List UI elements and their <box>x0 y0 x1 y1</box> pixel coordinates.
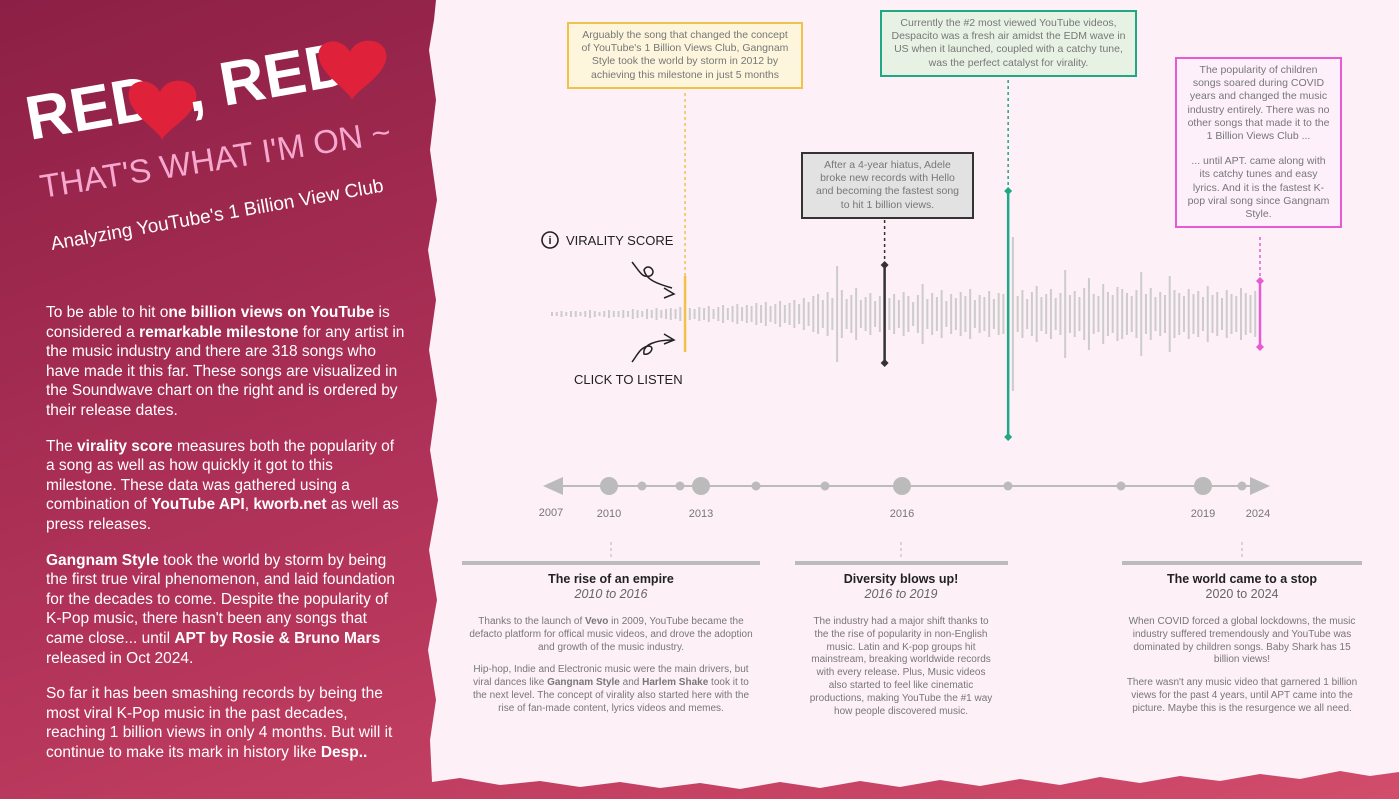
year-label: 2010 <box>597 508 621 520</box>
year-label: 2019 <box>1191 508 1215 520</box>
bar-end <box>1256 277 1264 285</box>
bold-text: APT by Rosie & Bruno Mars <box>174 629 381 647</box>
bold-text: Desp.. <box>320 743 368 761</box>
timeline-dot <box>1237 481 1247 491</box>
paper-panel <box>428 0 1399 789</box>
annotation-text: Arguably the song that changed the conce… <box>581 29 789 81</box>
timeline-dot-large <box>692 477 710 495</box>
era-period: 2010 to 2016 <box>574 587 648 601</box>
year-label: 2007 <box>539 507 563 519</box>
annotation-box: The popularity of children songs soared … <box>1175 57 1342 229</box>
era-title: The world came to a stop <box>1166 572 1318 586</box>
era-title: The rise of an empire <box>548 572 674 586</box>
annotation-text: After a 4-year hiatus, Adele broke new r… <box>815 159 959 211</box>
era-block: The world came to a stop 2020 to 2024 When… <box>1124 572 1360 726</box>
text-run: Thanks to the launch of <box>478 616 586 627</box>
bold-text: Gangnam Style <box>46 551 159 569</box>
arrow <box>631 261 676 299</box>
timeline-dot <box>1003 481 1013 491</box>
paragraph: To be able to hit one billion views on Y… <box>46 303 406 421</box>
era-bar <box>1122 561 1362 565</box>
text-run: , <box>244 496 254 514</box>
bold-text: Gangnam Style <box>547 677 620 689</box>
listen-label: CLICK TO LISTEN <box>574 372 683 387</box>
text-run: So far it has been smashing records by b… <box>46 685 393 761</box>
text-run: When COVID forced a global lockdowns, th… <box>1128 616 1356 666</box>
bold-text: virality score <box>77 437 173 455</box>
bar-end <box>1256 343 1264 351</box>
timeline-dot-large <box>1194 477 1212 495</box>
timeline-dot <box>751 481 761 491</box>
era-text: When COVID forced a global lockdowns, th… <box>1124 616 1360 667</box>
text-run: in 2009, YouTube became the defacto plat… <box>469 616 753 653</box>
text-run: measures both the popularity of a song a… <box>46 437 395 514</box>
bold-text: Harlem Shake <box>642 677 709 689</box>
info-icon <box>541 231 559 249</box>
paragraph: So far it has been smashing records by b… <box>46 684 406 762</box>
bold-text: Vevo <box>585 616 609 627</box>
virality-label: VIRALITY SCORE <box>566 233 674 248</box>
text-run: and <box>619 677 643 689</box>
year-label: 2024 <box>1246 508 1270 520</box>
era-block: Diversity blows up! 2016 to 2019 The indus… <box>806 572 996 728</box>
text-run: To be able to hit o <box>46 304 169 321</box>
text-run: The industry had a major shift thanks to… <box>809 616 993 717</box>
era-block: The rise of an empire 2010 to 2016 Thanks … <box>466 572 756 726</box>
era-period: 2016 to 2019 <box>864 587 938 601</box>
annotation-text: ... until APT. came along with its catch… <box>1187 155 1330 221</box>
era-bar <box>795 561 1008 565</box>
text-run: took the world by storm by being the fir… <box>46 551 395 647</box>
era-text: Hip-hop, Indie and Electronic music were… <box>466 664 756 715</box>
bar-end <box>1004 433 1013 441</box>
year-label: 2016 <box>890 508 914 520</box>
bar-end <box>1004 187 1013 195</box>
text-run: took it to the next level. The concept o… <box>472 677 750 714</box>
era-bar <box>462 561 760 565</box>
text-run: Hip-hop, Indie and Electronic music were… <box>473 664 749 689</box>
bar-end <box>880 261 889 269</box>
annotation-box: Currently the #2 most viewed YouTube vid… <box>880 10 1137 77</box>
timeline-dot <box>637 481 647 491</box>
arrow <box>631 333 676 363</box>
annotation-text: Currently the #2 most viewed YouTube vid… <box>891 17 1126 69</box>
text-run: There wasn't any music video that garner… <box>1126 677 1358 714</box>
year-label: 2013 <box>689 508 713 520</box>
bold-text: YouTube API <box>151 496 245 514</box>
text-run: as well as press releases. <box>46 496 399 533</box>
era-title: Diversity blows up! <box>843 572 959 586</box>
bold-text: ne billion views on YouTube <box>168 304 375 321</box>
timeline-arrow <box>1250 477 1270 495</box>
timeline-dot <box>675 481 685 491</box>
timeline-arrow <box>543 477 563 495</box>
era-period: 2020 to 2024 <box>1205 587 1279 601</box>
timeline-dot <box>820 481 830 491</box>
era-text: Thanks to the launch of Vevo in 2009, Yo… <box>466 616 756 654</box>
text-run: is considered a <box>46 304 390 341</box>
info-i: i <box>548 235 551 247</box>
text-run: The <box>46 437 78 455</box>
era-text: The industry had a major shift thanks to… <box>806 616 996 718</box>
text-run: for any artist in the music industry and… <box>46 323 405 419</box>
bold-text: remarkable milestone <box>139 323 299 341</box>
annotation-text: The popularity of children songs soared … <box>1187 64 1330 143</box>
heart-icon <box>128 80 197 140</box>
text-run: released in Oct 2024. <box>46 649 194 667</box>
annotation-box: After a 4-year hiatus, Adele broke new r… <box>801 152 974 219</box>
timeline-dot-large <box>893 477 911 495</box>
bar-end <box>880 359 889 367</box>
era-text: There wasn't any music video that garner… <box>1124 677 1360 715</box>
heart-icon <box>318 40 387 100</box>
bold-text: kworb.net <box>253 496 327 514</box>
timeline-dot-large <box>600 477 618 495</box>
intro-text: To be able to hit one billion views on Y… <box>46 303 406 778</box>
paragraph: Gangnam Style took the world by storm by… <box>46 551 406 669</box>
paragraph: The virality score measures both the pop… <box>46 437 406 535</box>
timeline-dot <box>1116 481 1126 491</box>
annotation-box: Arguably the song that changed the conce… <box>567 22 803 89</box>
